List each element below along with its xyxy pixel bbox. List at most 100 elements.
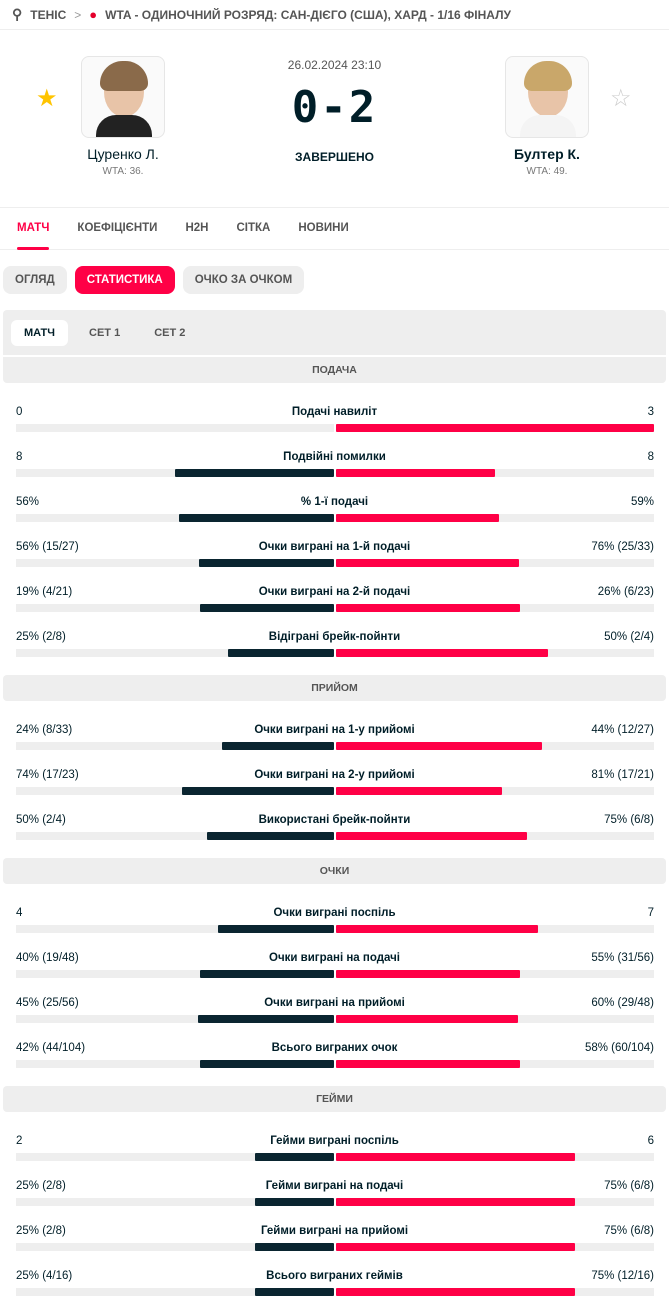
match-date: 26.02.2024 23:10 [287,58,382,72]
tab-h2h[interactable]: H2H [185,221,209,234]
home-bar-fill [228,649,334,657]
stat-away-value: 76% (25/33) [591,541,654,553]
breadcrumb-sport[interactable]: ТЕНІС [30,7,67,22]
stat-row: 42% (44/104) Всього виграних очок 58% (6… [0,1029,669,1074]
home-bar-track [16,514,334,522]
breadcrumb: ⚲ ТЕНІС > ● WTA - ОДИНОЧНИЙ РОЗРЯД: САН-… [0,0,669,30]
stat-home-value: 8 [16,451,23,463]
stat-away-value: 8 [647,451,654,463]
home-bar-fill [218,925,334,933]
home-bar-track [16,787,334,795]
home-bar-track [16,1153,334,1161]
stat-home-value: 74% (17/23) [16,769,79,781]
stat-label: Очки виграні на 1-у прийомі [254,724,415,736]
subtab-set-1[interactable]: СЕТ 1 [89,326,121,339]
home-bar-track [16,742,334,750]
stat-home-value: 25% (4/16) [16,1270,73,1282]
home-bar-fill [254,1198,334,1206]
stat-away-value: 60% (29/48) [591,997,654,1009]
away-bar-fill [336,649,548,657]
pill-statistics[interactable]: СТАТИСТИКА [74,266,175,294]
away-bar-track [336,559,654,567]
stat-row: 45% (25/56) Очки виграні на прийомі 60% … [0,984,669,1029]
chevron-right-icon: > [74,7,82,22]
subtab-set-2[interactable]: СЕТ 2 [154,326,186,339]
away-bar-fill [336,514,500,522]
home-player-name[interactable]: Цуренко Л. [87,146,159,162]
tennis-racket-icon: ⚲ [12,6,23,22]
stat-home-value: 42% (44/104) [16,1042,86,1054]
away-bar-fill [336,469,495,477]
home-bar-fill [199,559,334,567]
stat-home-value: 56% [16,496,40,508]
away-bar-track [336,424,654,432]
section-header: ПРИЙОМ [3,675,666,701]
away-bar-fill [336,787,503,795]
away-bar-fill [336,1060,521,1068]
away-bar-track [336,514,654,522]
home-bar-track [16,424,334,432]
home-bar-fill [254,1153,334,1161]
home-bar-track [16,1015,334,1023]
away-bar-fill [336,559,520,567]
away-bar-fill [336,1198,575,1206]
away-bar-track [336,742,654,750]
stat-row: 25% (4/16) Всього виграних геймів 75% (1… [0,1257,669,1302]
tab-match[interactable]: МАТЧ [17,208,50,250]
stat-label: Відіграні брейк-пойнти [268,631,401,643]
stat-label: Подвійні помилки [283,451,386,463]
away-bar-track [336,1015,654,1023]
away-bar-track [336,1153,654,1161]
away-bar-fill [336,1288,575,1296]
away-player-rank: WTA: 49. [526,166,568,177]
stat-label: Очки виграні на 2-й подачі [258,586,411,598]
stat-row: 0 Подачі навиліт 3 [0,393,669,438]
player-icon: ● [89,7,98,22]
away-bar-fill [336,1015,518,1023]
stat-home-value: 40% (19/48) [16,952,79,964]
away-bar-track [336,787,654,795]
star-filled-icon[interactable]: ★ [36,85,58,112]
home-player-photo[interactable] [81,56,165,138]
stat-label: Подачі навиліт [291,406,378,418]
tab-news[interactable]: НОВИНИ [298,221,349,234]
away-bar-fill [336,832,527,840]
stat-label: Очки виграні на прийомі [264,997,405,1009]
stat-away-value: 75% (6/8) [604,1180,654,1192]
stat-label: Очки виграні на подачі [269,952,400,964]
home-bar-track [16,649,334,657]
pill-point-by-point[interactable]: ОЧКО ЗА ОЧКОМ [182,266,305,294]
match-status: ЗАВЕРШЕНО [295,150,374,164]
stat-away-value: 75% (6/8) [604,1225,654,1237]
home-bar-fill [254,1288,334,1296]
breadcrumb-tournament[interactable]: WTA - ОДИНОЧНИЙ РОЗРЯД: САН-ДІЄГО (США),… [105,7,511,22]
stat-row: 56% % 1-ї подачі 59% [0,483,669,528]
stat-label: % 1-ї подачі [300,496,369,508]
section-header: ОЧКИ [3,858,666,884]
home-bar-track [16,970,334,978]
subtab-match[interactable]: МАТЧ [11,319,69,346]
stat-away-value: 6 [647,1135,654,1147]
stat-home-value: 45% (25/56) [16,997,79,1009]
away-player-name[interactable]: Бултер К. [514,146,580,162]
stat-away-value: 3 [647,406,654,418]
stat-home-value: 4 [16,907,23,919]
home-bar-track [16,925,334,933]
stat-away-value: 44% (12/27) [591,724,654,736]
star-outline-icon[interactable]: ☆ [610,85,632,112]
stat-row: 25% (2/8) Гейми виграні на прийомі 75% (… [0,1212,669,1257]
stat-row: 50% (2/4) Використані брейк-пойнти 75% (… [0,801,669,846]
away-bar-track [336,970,654,978]
tab-odds[interactable]: КОЕФІЦІЄНТИ [77,221,158,234]
stat-home-value: 56% (15/27) [16,541,79,553]
pill-overview[interactable]: ОГЛЯД [3,266,67,294]
tab-draw[interactable]: СІТКА [236,221,271,234]
away-player-photo[interactable] [505,56,589,138]
away-bar-fill [336,604,520,612]
away-bar-fill [336,424,654,432]
home-bar-fill [200,970,334,978]
home-player-rank: WTA: 36. [102,166,144,177]
stats-list: ПОДАЧА 0 Подачі навиліт 3 8 Подвійні поми… [0,357,669,1302]
away-bar-track [336,1060,654,1068]
stat-away-value: 75% (12/16) [591,1270,654,1282]
